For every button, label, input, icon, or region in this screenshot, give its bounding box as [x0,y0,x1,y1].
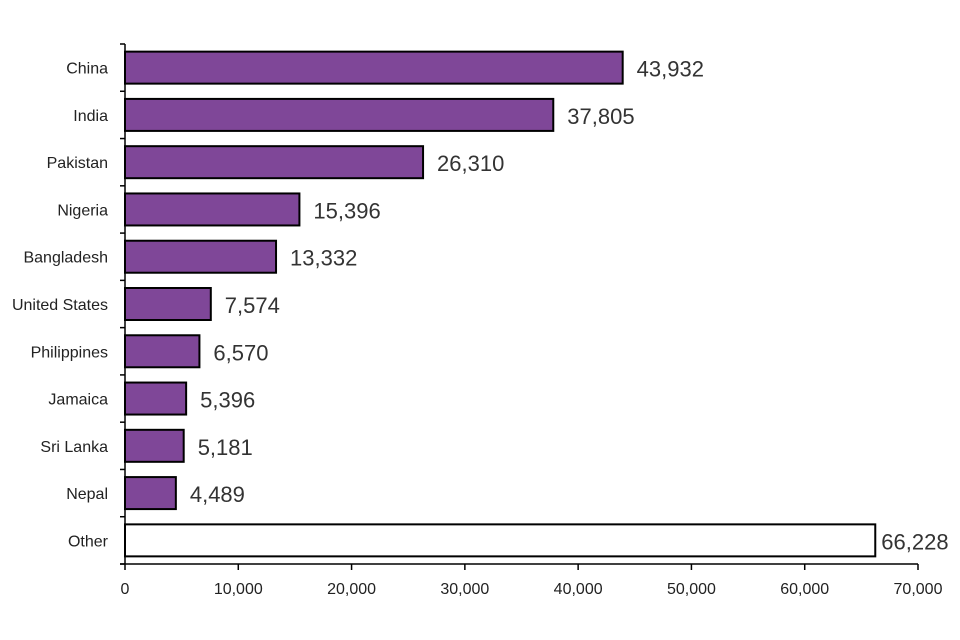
data-label: 43,932 [637,57,704,82]
category-label: Bangladesh [23,250,108,267]
bar-nigeria [124,192,301,227]
bar-bangladesh [124,239,278,274]
x-tick-label: 10,000 [214,581,263,598]
category-label: Jamaica [48,392,108,409]
category-label: Nepal [66,486,108,503]
x-tick-label: 60,000 [780,581,829,598]
category-label: Philippines [31,344,108,361]
data-label: 13,332 [290,246,357,271]
data-label: 66,228 [881,529,948,554]
bar-united-states [124,287,212,321]
category-label: United States [12,297,108,314]
bar-philippines [124,334,201,369]
bar-other [124,523,877,558]
x-tick-label: 30,000 [440,581,489,598]
bar-pakistan [124,145,425,180]
category-label: Pakistan [47,155,108,172]
bar-india [124,97,555,132]
bar-sri-lanka [124,428,185,463]
bar-china [124,50,624,85]
data-label: 5,181 [198,435,253,460]
data-label: 15,396 [313,198,380,223]
data-label: 6,570 [213,340,268,365]
data-label: 5,396 [200,388,255,413]
category-label: Nigeria [57,202,108,219]
x-tick-label: 70,000 [894,581,943,598]
data-label: 26,310 [437,151,504,176]
bar-jamaica [124,381,188,416]
category-label: Other [68,533,109,550]
data-label: 7,574 [225,293,280,318]
category-label: India [73,108,108,125]
bar-nepal [124,476,177,511]
x-tick-label: 40,000 [554,581,603,598]
data-label: 37,805 [567,104,634,129]
data-label: 4,489 [190,482,245,507]
x-tick-label: 0 [121,581,130,598]
category-label: China [66,61,108,78]
category-label: Sri Lanka [40,439,108,456]
x-tick-label: 50,000 [667,581,716,598]
x-tick-label: 20,000 [327,581,376,598]
